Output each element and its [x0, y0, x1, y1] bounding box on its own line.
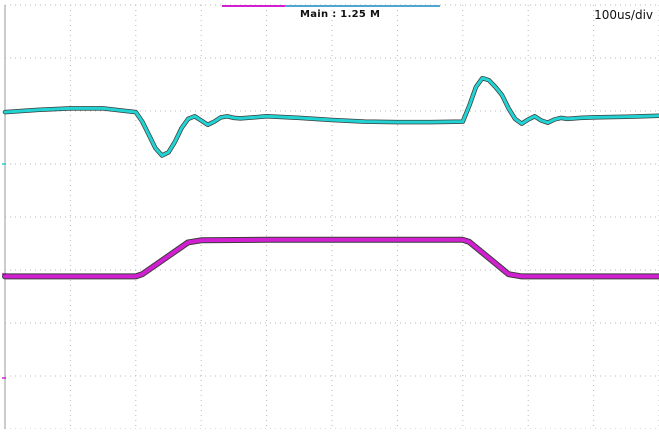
graticule	[4, 4, 659, 430]
traces	[2, 75, 659, 280]
channel-2-trace	[3, 237, 659, 279]
channel-markers	[2, 5, 440, 379]
acquisition-mode-label: Main : 1.25 M	[300, 9, 381, 20]
timebase-label: 100us/div	[594, 8, 653, 22]
channel-1-trace	[3, 76, 659, 157]
